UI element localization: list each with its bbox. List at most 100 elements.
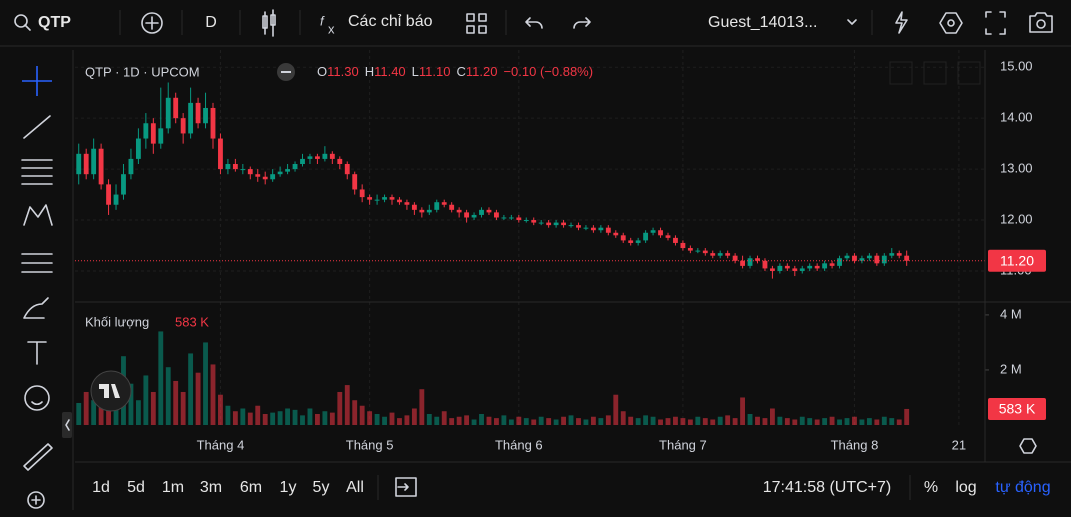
settings-icon[interactable] <box>939 12 963 34</box>
snapshot-icon[interactable] <box>1029 12 1053 33</box>
ohlc-legend: O11.30 H11.40 L11.10 C11.20 −0.10 (−0.88%) <box>317 64 593 79</box>
logo-mark <box>99 384 120 398</box>
ruler-tool[interactable] <box>23 443 53 471</box>
volume-legend: Khối lượng <box>85 314 149 329</box>
fx-icon: f <box>320 13 325 28</box>
volume-bar <box>285 408 291 425</box>
y-tick-label: 14.00 <box>1000 110 1033 125</box>
candle-body <box>337 158 343 165</box>
candle-body <box>658 230 663 236</box>
alert-icon[interactable] <box>895 11 908 34</box>
interval[interactable]: D <box>205 14 217 31</box>
last-volume-label: 583 K <box>999 401 1036 417</box>
chart-type-icon[interactable] <box>262 9 276 37</box>
candle-body <box>76 153 82 175</box>
user[interactable]: Guest_14013... <box>708 14 817 31</box>
range-button[interactable]: All <box>346 479 364 496</box>
candle-body <box>307 156 313 159</box>
hide-icon <box>281 71 291 73</box>
y-tick-label: 12.00 <box>1000 211 1033 226</box>
y-tick-label: 15.00 <box>1000 59 1033 74</box>
brush-tool[interactable] <box>23 297 49 319</box>
clock[interactable]: 17:41:58 (UTC+7) <box>763 479 892 496</box>
pane-buttons[interactable] <box>889 61 981 85</box>
volume-bar <box>531 419 537 425</box>
axis-settings[interactable] <box>1019 438 1037 454</box>
zoom-tool[interactable] <box>27 491 45 509</box>
layouts-icon[interactable] <box>466 13 487 34</box>
volume-bar <box>576 418 581 425</box>
candle-body <box>568 225 574 227</box>
candle-body <box>106 184 111 205</box>
log-toggle[interactable]: log <box>955 479 976 496</box>
indicators[interactable]: Các chỉ báo <box>348 13 433 30</box>
volume-bar <box>866 418 872 425</box>
candle-body <box>83 153 89 175</box>
pattern-tool[interactable] <box>23 204 53 226</box>
range-button[interactable]: 5d <box>127 479 145 496</box>
candle-body <box>799 268 805 271</box>
trendline-tool[interactable] <box>23 115 51 139</box>
zoom-plus <box>31 495 41 505</box>
candle-body <box>859 258 865 261</box>
icon-tool[interactable] <box>24 385 50 411</box>
candle-body <box>464 212 470 218</box>
auto-toggle[interactable]: tự động <box>995 479 1050 496</box>
crosshair-tool[interactable] <box>22 66 52 96</box>
volume-legend-value: 583 K <box>175 314 209 329</box>
symbol[interactable]: QTP <box>38 14 71 31</box>
range-button[interactable]: 1d <box>92 479 110 496</box>
volume-bar <box>650 416 656 425</box>
user-chevron[interactable] <box>847 19 857 25</box>
candle-body <box>218 138 223 170</box>
range-button[interactable]: 1y <box>280 479 297 496</box>
volume-bar <box>188 353 194 425</box>
add-symbol[interactable] <box>141 12 163 34</box>
candle-body <box>300 158 305 165</box>
volume-bar <box>725 415 731 425</box>
volume-bar <box>173 380 179 425</box>
tradingview-logo[interactable] <box>90 370 132 412</box>
search-icon[interactable] <box>14 14 28 28</box>
range-button[interactable]: 5y <box>313 479 330 496</box>
candle-body <box>755 258 760 261</box>
candle-body <box>896 253 902 256</box>
fib-tool[interactable] <box>21 159 53 185</box>
undo[interactable] <box>525 17 543 29</box>
candle-body <box>367 197 373 200</box>
candle-body <box>426 209 432 213</box>
prediction-tool[interactable] <box>21 253 53 273</box>
candle-body <box>792 268 798 271</box>
collapse-toolbar[interactable] <box>62 412 72 438</box>
candle-body <box>546 222 552 226</box>
candle-body <box>583 227 589 229</box>
volume-bar <box>620 411 626 425</box>
range-button[interactable]: 6m <box>240 479 262 496</box>
candle-body <box>710 253 716 256</box>
volume-bar <box>344 385 350 425</box>
fullscreen-icon[interactable] <box>985 11 1006 35</box>
text-tool[interactable] <box>27 341 47 365</box>
candle-body <box>158 128 164 144</box>
range-button[interactable]: 1m <box>162 479 184 496</box>
candle-body <box>322 153 328 159</box>
candle-body <box>270 174 276 180</box>
candle-body <box>769 268 775 271</box>
candle-body <box>91 148 97 175</box>
volume-bar <box>762 418 768 425</box>
percent-toggle[interactable]: % <box>924 479 938 496</box>
volume-bar <box>277 411 283 425</box>
volume-bar <box>740 397 746 425</box>
redo[interactable] <box>573 17 591 29</box>
last-volume-badge <box>988 397 1046 420</box>
candle-body <box>135 138 141 159</box>
range-button[interactable]: 3m <box>200 479 222 496</box>
date-range-icon[interactable] <box>395 477 417 497</box>
fx-icon-x: x <box>328 21 335 36</box>
candle-body <box>822 263 828 269</box>
low: 11.10 <box>419 64 451 79</box>
candle-body <box>680 242 686 249</box>
candle-body <box>687 248 693 251</box>
volume-bar <box>382 416 387 425</box>
volume-bar <box>262 413 268 425</box>
